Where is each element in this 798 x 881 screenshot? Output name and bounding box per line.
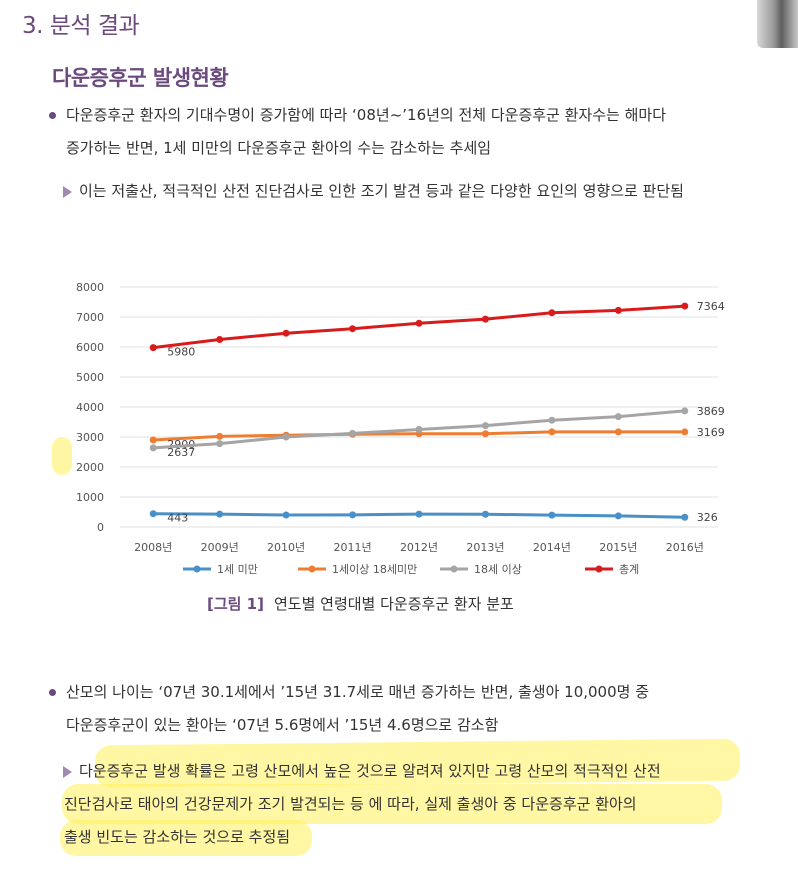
data-label: 5980	[167, 346, 195, 359]
bullet-1-line-2: 증가하는 반면, 1세 미만의 다운증후군 환아의 수는 감소하는 추세임	[66, 139, 492, 157]
data-point	[548, 428, 556, 436]
data-label: 7364	[697, 300, 725, 313]
bullet-1-line-1: 다운증후군 환자의 기대수명이 증가함에 따라 ‘08년~’16년의 전체 다운…	[66, 106, 666, 124]
data-point	[282, 511, 290, 519]
bullet-2-line-2: 다운증후군이 있는 환아는 ‘07년 5.6명에서 ’15년 4.6명으로 감소…	[66, 716, 499, 734]
chart-legend: 1세 미만 1세이상 18세미만 18세 이상 총계	[183, 563, 639, 576]
legend-marker	[193, 565, 201, 573]
figure-number: [그림 1]	[207, 595, 264, 613]
data-point	[349, 325, 357, 333]
bullet-dot	[49, 689, 56, 696]
data-point	[548, 511, 556, 519]
data-point	[349, 511, 357, 519]
data-point	[481, 510, 489, 518]
y-tick-label: 0	[97, 521, 104, 534]
data-point	[614, 413, 622, 421]
data-point	[349, 429, 357, 437]
series-line	[153, 304, 685, 350]
data-point	[614, 428, 622, 436]
data-point	[548, 309, 556, 317]
x-tick-label: 2016년	[666, 541, 704, 554]
data-point	[282, 329, 290, 337]
legend-label: 1세이상 18세미만	[332, 563, 417, 576]
corner-photo	[757, 0, 798, 48]
data-point	[216, 432, 224, 440]
data-point	[216, 336, 224, 343]
data-point	[149, 344, 157, 352]
figure-caption-text: 연도별 연령대별 다운증후군 환자 분포	[273, 595, 514, 613]
arrow-2-line-1: 다운증후군 발생 확률은 고령 산모에서 높은 것으로 알려져 있지만 고령 산…	[79, 762, 661, 780]
arrow-paragraph-2: 다운증후군 발생 확률은 고령 산모에서 높은 것으로 알려져 있지만 고령 산…	[63, 755, 661, 854]
arrow-2-line-2: 진단검사로 태아의 건강문제가 조기 발견되는 등 에 따라, 실제 출생아 중…	[64, 795, 637, 813]
data-point	[149, 436, 157, 444]
data-label: 2637	[167, 446, 195, 459]
x-tick-label: 2009년	[201, 541, 239, 554]
data-point	[216, 510, 224, 518]
legend-marker	[450, 565, 458, 573]
figure-caption: [그림 1] 연도별 연령대별 다운증후군 환자 분포	[207, 593, 514, 614]
y-tick-label: 2000	[76, 461, 104, 474]
data-point	[614, 306, 622, 314]
x-tick-label: 2015년	[599, 541, 637, 554]
arrow-paragraph-1: 이는 저출산, 적극적인 산전 진단검사로 인한 조기 발견 등과 같은 다양한…	[63, 175, 684, 208]
x-tick-label: 2011년	[333, 541, 371, 554]
x-tick-label: 2013년	[466, 541, 504, 554]
data-point	[548, 416, 556, 424]
bullet-paragraph-1: 다운증후군 환자의 기대수명이 증가함에 따라 ‘08년~’16년의 전체 다운…	[49, 99, 666, 165]
y-tick-label: 6000	[76, 341, 104, 354]
y-tick-label: 5000	[76, 371, 104, 384]
x-tick-label: 2008년	[134, 541, 172, 554]
data-label: 326	[697, 511, 718, 524]
x-axis-ticks: 2008년 2009년 2010년 2011년 2012년 2013년 2014년 2015년…	[134, 541, 704, 554]
data-point	[415, 426, 423, 433]
data-point	[481, 430, 489, 438]
y-tick-label: 7000	[76, 311, 104, 324]
data-point	[681, 302, 689, 310]
data-point	[481, 315, 489, 323]
bullet-paragraph-2: 산모의 나이는 ‘07년 30.1세에서 ’15년 31.7세로 매년 증가하는…	[49, 676, 650, 742]
triangle-bullet-icon	[63, 186, 72, 198]
section-title: 3. 분석 결과	[22, 13, 140, 39]
data-point	[681, 513, 689, 521]
data-point	[149, 444, 157, 452]
x-tick-label: 2014년	[533, 541, 571, 554]
highlight-mark	[62, 784, 722, 824]
legend-label: 총계	[619, 563, 639, 576]
bullet-dot	[49, 112, 56, 119]
data-point	[681, 407, 689, 415]
data-point	[614, 512, 622, 520]
legend-marker	[595, 565, 603, 573]
y-tick-label: 3000	[76, 431, 104, 444]
data-point	[481, 422, 489, 430]
data-label: 443	[167, 512, 188, 525]
highlight-mark	[52, 437, 72, 475]
legend-label: 1세 미만	[217, 563, 258, 576]
y-axis-ticks: 0 1000 2000 3000 4000 5000 6000 7000 8000	[76, 281, 104, 534]
legend-marker	[308, 565, 316, 573]
x-tick-label: 2012년	[400, 541, 438, 554]
highlight-mark	[60, 820, 312, 856]
data-point	[216, 440, 224, 448]
y-tick-label: 4000	[76, 401, 104, 414]
data-label: 3869	[697, 405, 725, 418]
x-tick-label: 2010년	[267, 541, 305, 554]
arrow-1-text: 이는 저출산, 적극적인 산전 진단검사로 인한 조기 발견 등과 같은 다양한…	[79, 182, 684, 200]
bullet-2-line-1: 산모의 나이는 ‘07년 30.1세에서 ’15년 31.7세로 매년 증가하는…	[66, 683, 650, 701]
arrow-2-line-3: 출생 빈도는 감소하는 것으로 추정됨	[64, 828, 291, 846]
data-point	[282, 433, 290, 441]
y-tick-label: 8000	[76, 281, 104, 294]
sub-title: 다운증후군 발생현황	[52, 66, 229, 90]
data-label: 3169	[697, 426, 725, 439]
data-point	[415, 319, 423, 327]
data-point	[149, 510, 157, 518]
legend-label: 18세 이상	[474, 563, 522, 576]
data-point	[415, 510, 423, 518]
y-tick-label: 1000	[76, 491, 104, 504]
triangle-bullet-icon	[63, 766, 72, 778]
data-point	[681, 428, 689, 436]
